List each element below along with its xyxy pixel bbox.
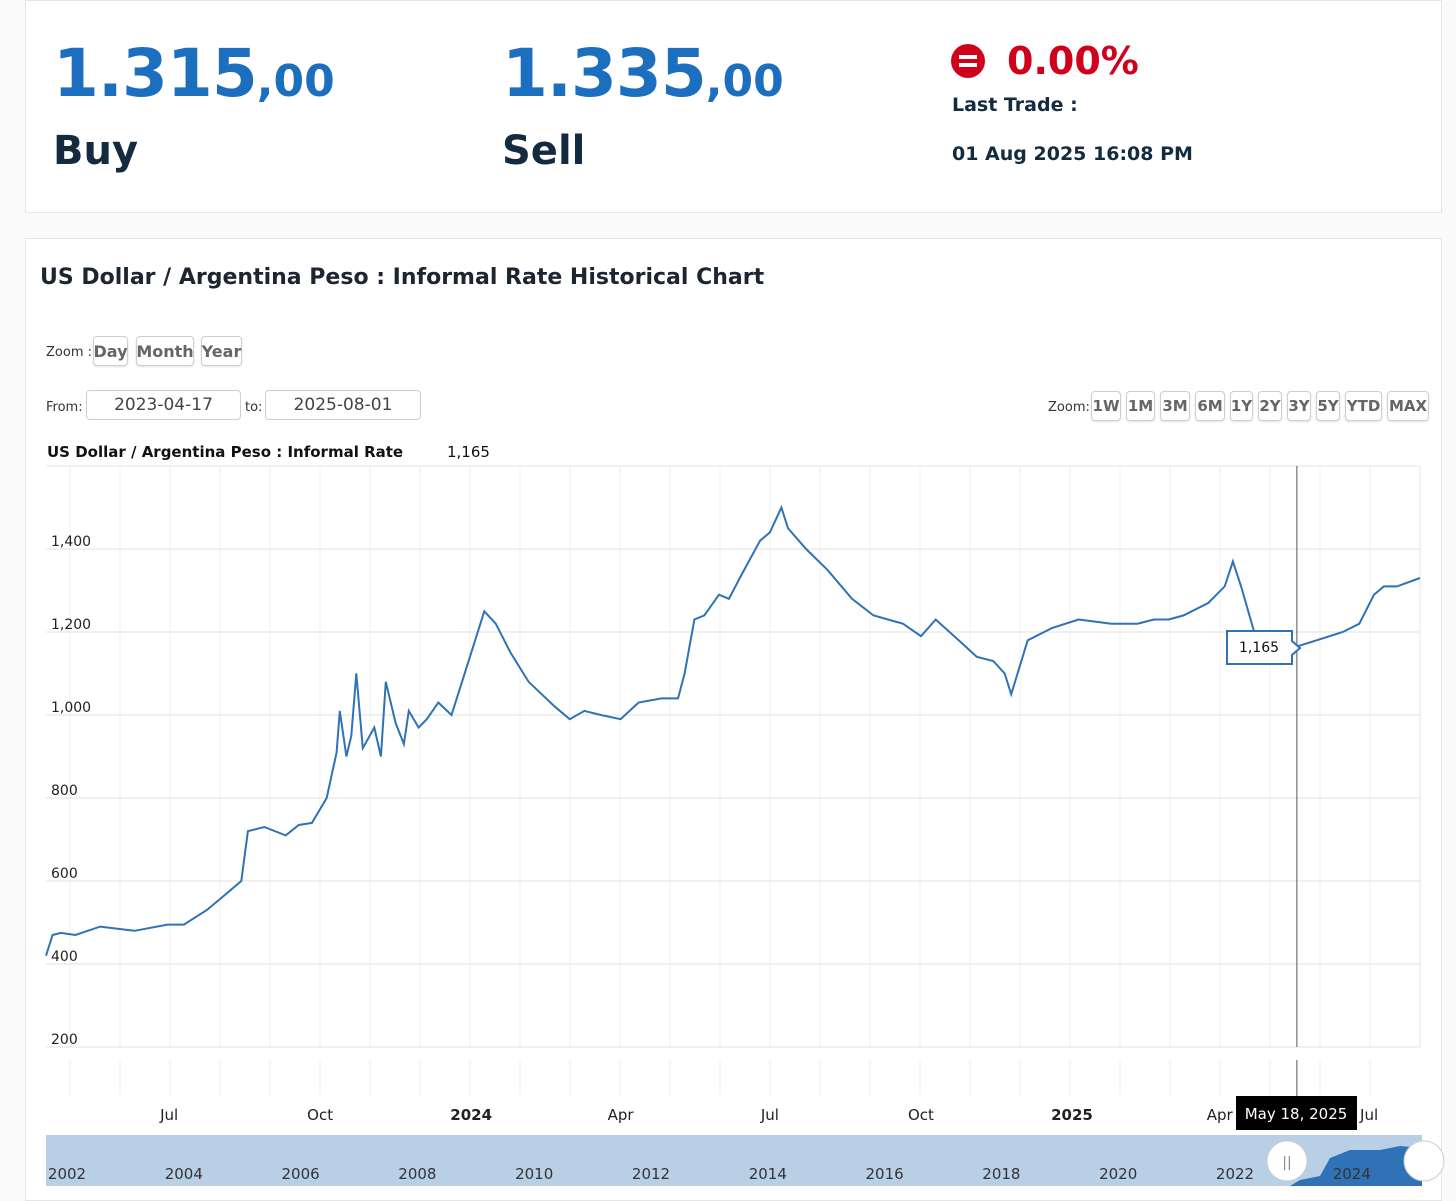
range-max-button[interactable]: MAX bbox=[1387, 391, 1429, 421]
y-tick-label: 1,000 bbox=[51, 700, 91, 716]
y-tick-label: 1,200 bbox=[51, 617, 91, 633]
series-label: US Dollar / Argentina Peso : Informal Ra… bbox=[47, 443, 404, 461]
y-tick-label: 600 bbox=[51, 866, 78, 882]
zoom-year-button[interactable]: Year bbox=[201, 336, 242, 366]
range-5y-button[interactable]: 5Y bbox=[1316, 391, 1340, 421]
navigator-right-handle[interactable] bbox=[1403, 1140, 1445, 1182]
navigator-year: 2006 bbox=[282, 1165, 320, 1183]
range-zoom-label: Zoom: bbox=[1048, 400, 1090, 415]
x-tick-label: Jul bbox=[159, 1106, 178, 1124]
navigator-year: 2012 bbox=[632, 1165, 670, 1183]
navigator-left-handle[interactable] bbox=[1266, 1140, 1308, 1182]
navigator-year: 2024 bbox=[1333, 1165, 1371, 1183]
navigator-year: 2014 bbox=[749, 1165, 787, 1183]
y-tick-label: 800 bbox=[51, 783, 78, 799]
buy-price: 1.315,00 bbox=[53, 35, 335, 112]
zoom-day-button[interactable]: Day bbox=[93, 336, 128, 366]
sell-price-decimal: ,00 bbox=[705, 56, 784, 107]
vertical-grid bbox=[69, 466, 1421, 1047]
navigator-year: 2020 bbox=[1099, 1165, 1137, 1183]
to-date-input[interactable]: 2025-08-01 bbox=[265, 390, 421, 420]
buy-price-integer: 1.315 bbox=[53, 35, 258, 112]
unchanged-icon bbox=[951, 44, 985, 78]
x-tick-label: Apr bbox=[608, 1106, 635, 1124]
navigator-year: 2022 bbox=[1216, 1165, 1254, 1183]
tooltip: 1,165 bbox=[1226, 630, 1302, 665]
last-trade-time: 01 Aug 2025 16:08 PM bbox=[952, 143, 1193, 165]
tooltip-value: 1,165 bbox=[1239, 640, 1279, 656]
series-line bbox=[45, 504, 1421, 957]
to-label: to: bbox=[245, 400, 263, 415]
x-tick-label: Apr bbox=[1207, 1106, 1234, 1124]
navigator[interactable]: 2002 2004 2006 2008 2010 2012 2014 2016 2018 2020… bbox=[46, 1135, 1445, 1186]
x-tick-label: 2025 bbox=[1051, 1106, 1093, 1124]
change-value: 0.00% bbox=[1007, 39, 1139, 83]
zoom-label: Zoom : bbox=[46, 345, 92, 360]
x-tick-label: Jul bbox=[1359, 1106, 1378, 1124]
navigator-left-grip: || bbox=[1282, 1155, 1291, 1171]
y-tick-label: 1,400 bbox=[51, 534, 91, 550]
range-2y-button[interactable]: 2Y bbox=[1258, 391, 1282, 421]
crosshair-date-label: May 18, 2025 bbox=[1236, 1096, 1357, 1130]
crosshair-date-text: May 18, 2025 bbox=[1245, 1105, 1348, 1123]
navigator-year: 2018 bbox=[982, 1165, 1020, 1183]
zoom-month-button[interactable]: Month bbox=[136, 336, 194, 366]
buy-price-decimal: ,00 bbox=[256, 56, 335, 107]
chart-card: US Dollar / Argentina Peso : Informal Ra… bbox=[25, 238, 1442, 1201]
change-indicator: 0.00% bbox=[951, 39, 1139, 83]
navigator-year: 2010 bbox=[515, 1165, 553, 1183]
x-axis-ticks: Jul Oct 2024 Apr Jul Oct 2025 Apr Jul bbox=[69, 1060, 1378, 1124]
x-tick-label: 2024 bbox=[450, 1106, 492, 1124]
navigator-series bbox=[1290, 1146, 1422, 1186]
range-1w-button[interactable]: 1W bbox=[1091, 391, 1121, 421]
chart-title: US Dollar / Argentina Peso : Informal Ra… bbox=[40, 265, 765, 290]
navigator-year: 2008 bbox=[398, 1165, 436, 1183]
horizontal-grid bbox=[46, 465, 1420, 1048]
navigator-year-labels: 2002 2004 2006 2008 2010 2012 2014 2016 2018 2020… bbox=[48, 1165, 1371, 1183]
range-1y-button[interactable]: 1Y bbox=[1230, 391, 1253, 421]
x-tick-label: Oct bbox=[307, 1106, 333, 1124]
y-tick-label: 400 bbox=[51, 949, 78, 965]
quote-card: 1.315,00 Buy 1.335,00 Sell 0.00% Last Tr… bbox=[25, 0, 1442, 213]
navigator-year: 2016 bbox=[866, 1165, 904, 1183]
x-tick-label: Oct bbox=[908, 1106, 934, 1124]
series-value: 1,165 bbox=[447, 443, 490, 461]
sell-label: Sell bbox=[502, 128, 586, 174]
x-tick-label: Jul bbox=[760, 1106, 779, 1124]
y-tick-label: 200 bbox=[51, 1032, 78, 1048]
last-trade-label: Last Trade : bbox=[952, 94, 1078, 116]
range-ytd-button[interactable]: YTD bbox=[1345, 391, 1382, 421]
buy-label: Buy bbox=[53, 128, 139, 174]
range-6m-button[interactable]: 6M bbox=[1195, 391, 1225, 421]
range-1m-button[interactable]: 1M bbox=[1126, 391, 1155, 421]
from-label: From: bbox=[46, 400, 83, 415]
y-axis-ticks: 200 400 600 800 1,000 1,200 1,400 bbox=[51, 534, 91, 1048]
range-3y-button[interactable]: 3Y bbox=[1287, 391, 1311, 421]
sell-price: 1.335,00 bbox=[502, 35, 784, 112]
sell-price-integer: 1.335 bbox=[502, 35, 707, 112]
range-3m-button[interactable]: 3M bbox=[1160, 391, 1190, 421]
navigator-year: 2004 bbox=[165, 1165, 203, 1183]
from-date-input[interactable]: 2023-04-17 bbox=[86, 390, 241, 420]
navigator-year: 2002 bbox=[48, 1165, 86, 1183]
